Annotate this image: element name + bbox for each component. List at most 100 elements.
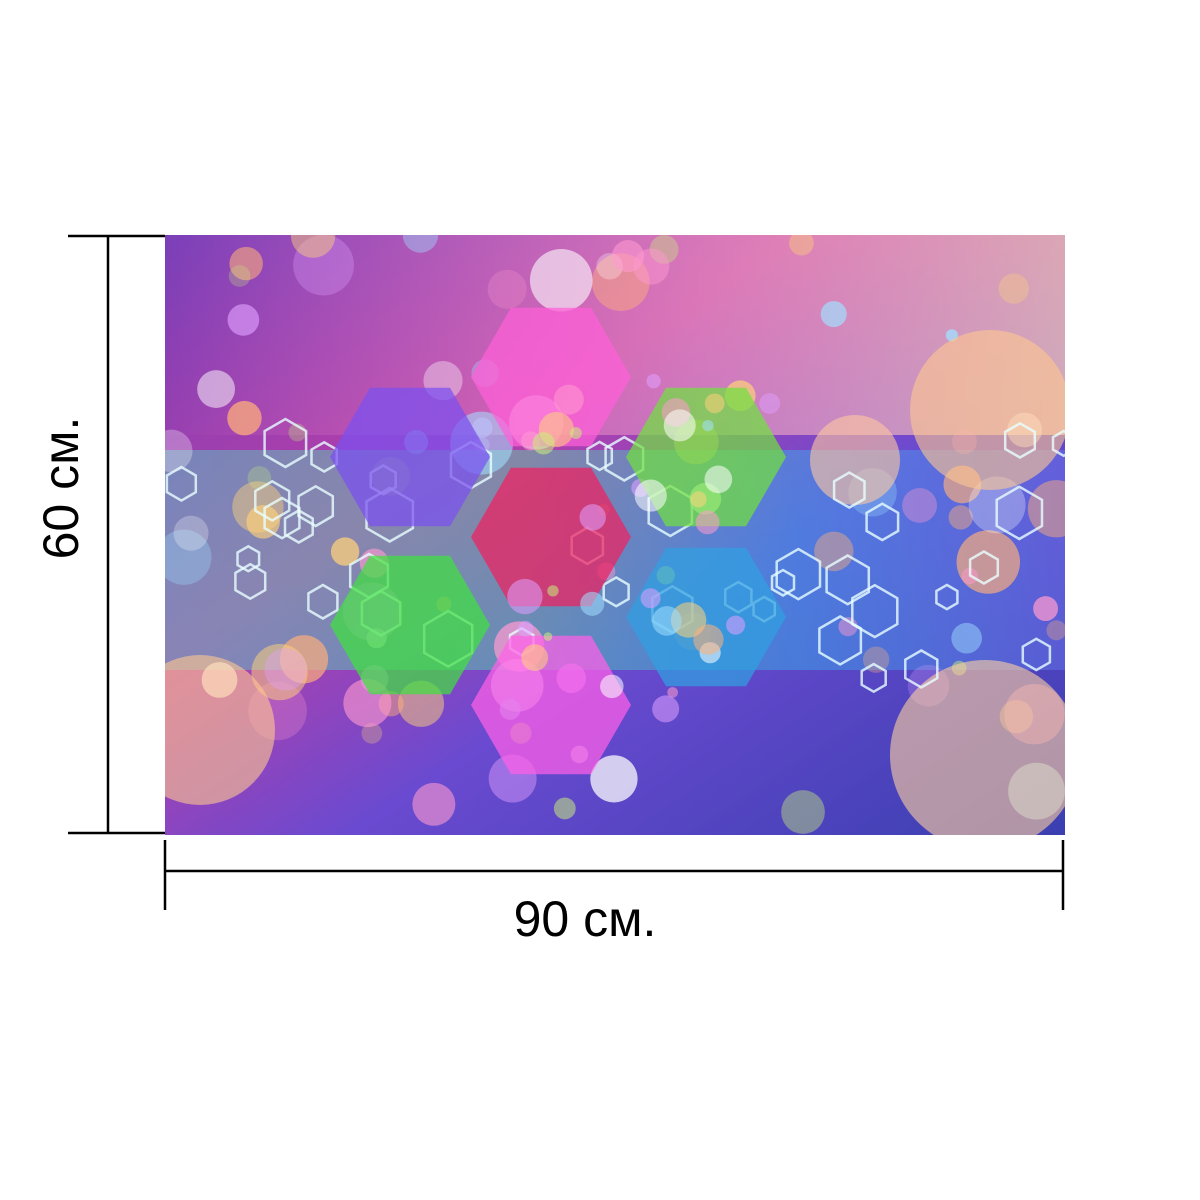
sparkle xyxy=(553,384,584,415)
molecule-hex xyxy=(586,440,614,472)
sparkle xyxy=(652,606,682,636)
bokeh xyxy=(227,400,262,436)
molecule-hex xyxy=(904,649,939,689)
bokeh xyxy=(998,273,1029,304)
bokeh xyxy=(781,790,825,834)
molecule-hex xyxy=(851,583,899,639)
molecule-hex xyxy=(968,550,1000,585)
sparkle xyxy=(693,624,724,655)
sparkle xyxy=(726,615,746,635)
molecule-hex xyxy=(1003,421,1037,459)
molecule-hex xyxy=(995,485,1044,541)
bokeh xyxy=(197,370,236,408)
sparkle xyxy=(663,409,696,442)
molecule-hex xyxy=(832,471,866,510)
bokeh xyxy=(228,265,251,287)
molecule-hex xyxy=(602,576,630,608)
molecule-hex xyxy=(1051,429,1065,458)
sparkle xyxy=(547,585,559,597)
bokeh xyxy=(890,660,1065,835)
bokeh xyxy=(590,755,638,803)
sparkle xyxy=(521,644,549,672)
sparkle xyxy=(517,620,534,637)
bokeh xyxy=(165,529,212,585)
poster-artwork xyxy=(165,235,1065,835)
bokeh xyxy=(487,269,527,309)
sparkle xyxy=(580,591,605,616)
bokeh xyxy=(402,235,439,253)
bokeh xyxy=(649,235,679,264)
bokeh xyxy=(956,530,1021,594)
sparkle xyxy=(704,465,733,494)
sparkle xyxy=(507,578,543,615)
bokeh xyxy=(789,235,814,256)
bokeh xyxy=(759,393,781,414)
sparkle xyxy=(646,373,661,389)
sparkle xyxy=(634,479,667,512)
width-label: 90 см. xyxy=(514,891,657,947)
sparkle xyxy=(704,393,725,414)
sparkle xyxy=(667,687,678,698)
bokeh xyxy=(247,466,272,490)
color-hexagon xyxy=(471,467,631,607)
sparkle xyxy=(652,695,680,723)
bokeh xyxy=(227,304,260,336)
molecule-hex xyxy=(935,583,959,611)
bokeh xyxy=(810,415,900,505)
color-hexagon xyxy=(330,387,490,527)
bokeh xyxy=(910,330,1065,490)
bokeh xyxy=(814,531,854,572)
bokeh xyxy=(165,655,275,805)
sparkle xyxy=(702,419,714,432)
molecule-hex xyxy=(770,568,796,597)
color-hexagon xyxy=(330,555,490,695)
sparkle xyxy=(543,632,553,641)
bokeh xyxy=(951,622,982,654)
molecule-hex xyxy=(307,583,339,620)
height-label: 60 см. xyxy=(33,417,89,560)
bokeh xyxy=(633,248,670,285)
bokeh xyxy=(361,722,383,744)
sparkle xyxy=(695,510,720,535)
bokeh xyxy=(529,248,593,312)
bokeh xyxy=(173,515,209,551)
bokeh xyxy=(412,782,456,826)
bokeh xyxy=(820,301,847,328)
bokeh xyxy=(229,246,263,281)
sparkle xyxy=(532,432,555,455)
molecule-hex xyxy=(1021,637,1052,672)
molecule-hex xyxy=(775,547,822,601)
sparkle xyxy=(670,602,707,638)
bokeh xyxy=(611,239,645,273)
sparkle xyxy=(600,674,624,699)
bokeh xyxy=(264,648,307,691)
molecule-hex xyxy=(254,479,291,522)
bokeh xyxy=(330,537,360,566)
bokeh xyxy=(1027,480,1065,538)
bokeh xyxy=(1046,620,1065,641)
molecule-hex xyxy=(283,509,314,544)
bokeh xyxy=(290,235,336,258)
bokeh xyxy=(246,505,280,539)
bokeh xyxy=(553,797,576,820)
molecule-hex xyxy=(865,502,900,542)
bokeh xyxy=(165,429,193,473)
bokeh xyxy=(948,505,973,530)
sparkle xyxy=(640,588,661,609)
molecule-hex xyxy=(263,417,308,469)
bokeh xyxy=(293,235,354,296)
molecule-hex xyxy=(297,484,335,528)
molecule-hex xyxy=(234,562,267,601)
color-hexagon xyxy=(471,635,631,775)
bokeh xyxy=(251,643,308,701)
molecule-hex xyxy=(236,544,261,573)
molecule-hex xyxy=(860,662,887,694)
sparkle xyxy=(690,491,707,508)
bokeh xyxy=(1033,596,1059,622)
color-hexagon xyxy=(471,307,631,447)
molecule-hex xyxy=(825,554,871,606)
bokeh xyxy=(902,488,938,523)
sparkle xyxy=(569,427,582,440)
